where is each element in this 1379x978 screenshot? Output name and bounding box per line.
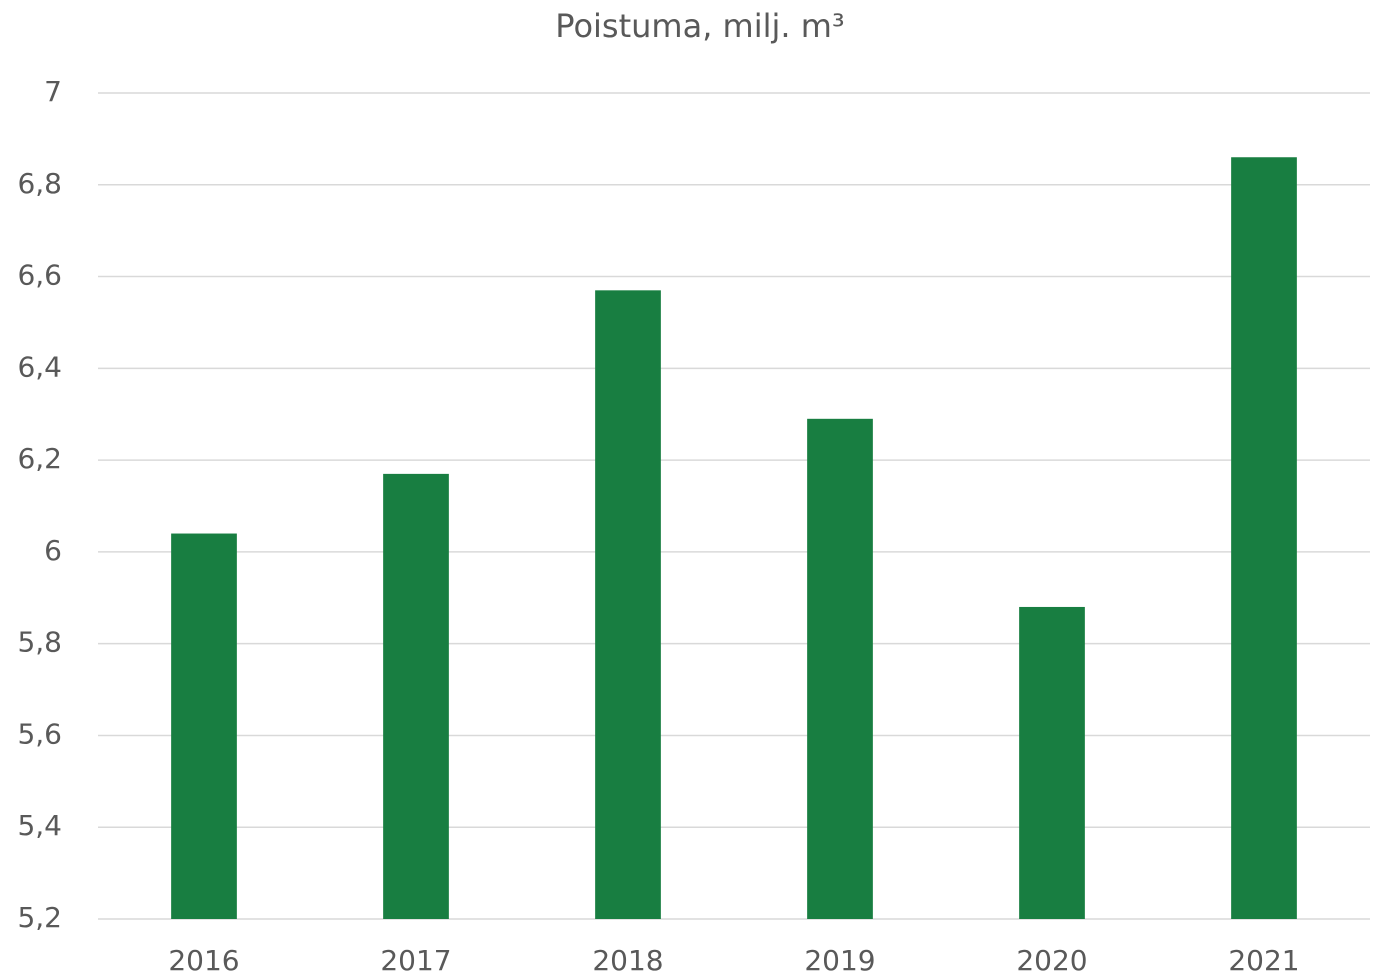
y-tick-label: 6,4 xyxy=(17,350,62,383)
y-tick-label: 6,8 xyxy=(17,167,62,200)
x-tick-label: 2016 xyxy=(168,944,239,977)
y-tick-label: 6,2 xyxy=(17,442,62,475)
bar xyxy=(1231,157,1297,919)
y-tick-label: 5,2 xyxy=(17,901,62,934)
y-tick-label: 7 xyxy=(44,75,62,108)
y-tick-label: 5,4 xyxy=(17,809,62,842)
bar xyxy=(171,533,237,919)
bar xyxy=(595,290,661,919)
y-tick-label: 5,6 xyxy=(17,717,62,750)
x-tick-label: 2020 xyxy=(1016,944,1087,977)
bar xyxy=(1019,606,1085,919)
x-tick-label: 2019 xyxy=(804,944,875,977)
y-tick-label: 5,8 xyxy=(17,626,62,659)
y-tick-label: 6,6 xyxy=(17,259,62,292)
bar xyxy=(807,418,873,919)
x-tick-label: 2021 xyxy=(1228,944,1299,977)
x-tick-label: 2018 xyxy=(592,944,663,977)
x-tick-label: 2017 xyxy=(380,944,451,977)
bar xyxy=(383,473,449,919)
chart-title: Poistuma, milj. m³ xyxy=(555,7,844,45)
y-tick-label: 6 xyxy=(44,534,62,567)
